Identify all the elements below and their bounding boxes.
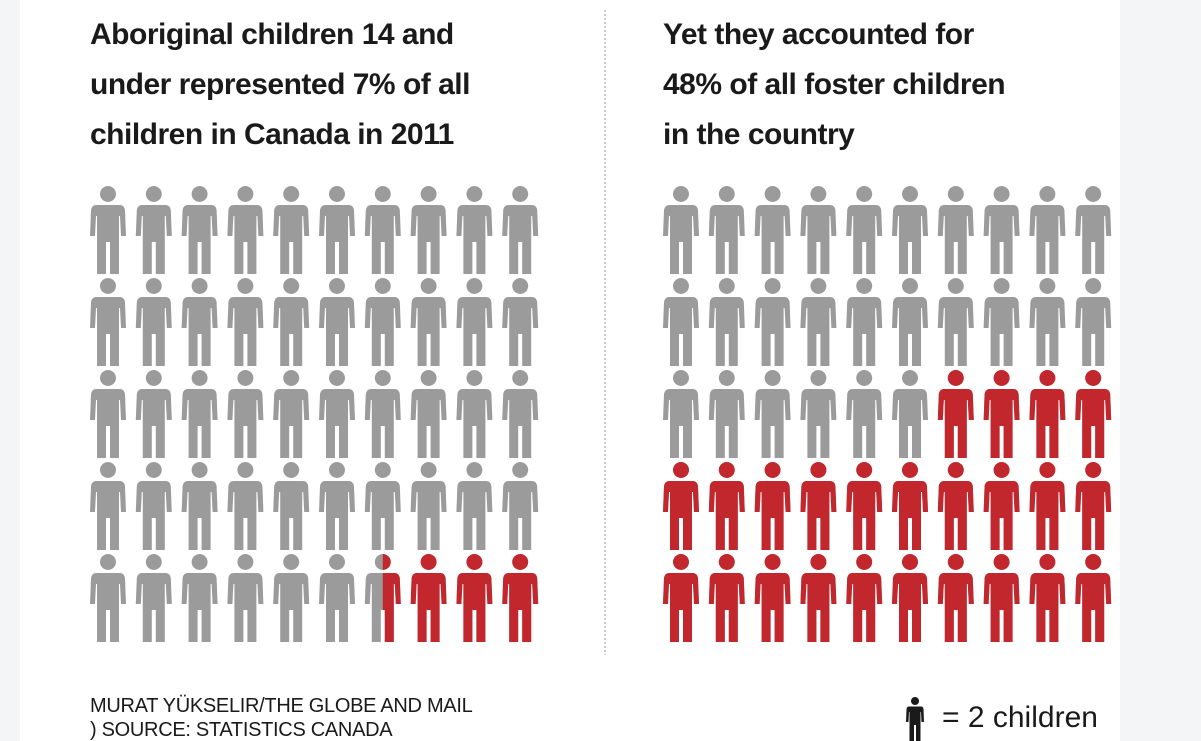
panel-title: Aboriginal children 14 and: [90, 18, 454, 51]
panel-title: 48% of all foster children: [663, 68, 1005, 101]
panel-title: under represented 7% of all: [90, 68, 470, 101]
panel-title: Yet they accounted for: [663, 18, 975, 51]
legend-label: = 2 children: [942, 701, 1098, 734]
credit: MURAT YÜKSELIR/THE GLOBE AND MAIL: [90, 695, 473, 717]
panel-title: children in Canada in 2011: [90, 118, 454, 151]
panel-title: in the country: [663, 118, 855, 151]
credit: ) SOURCE: STATISTICS CANADA: [90, 719, 393, 741]
